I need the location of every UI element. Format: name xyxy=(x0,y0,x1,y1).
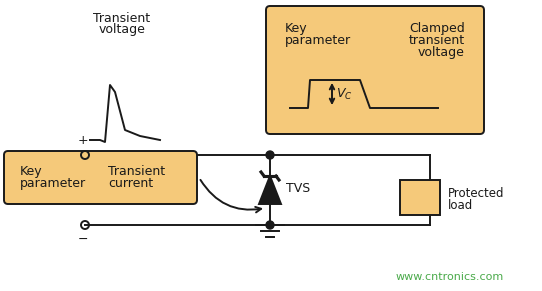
Text: −: − xyxy=(78,233,88,246)
Circle shape xyxy=(266,221,274,229)
Text: current: current xyxy=(108,177,153,190)
Text: Protected: Protected xyxy=(448,187,505,200)
Text: parameter: parameter xyxy=(285,34,351,47)
Text: $V_C$: $V_C$ xyxy=(336,86,353,102)
Text: +: + xyxy=(78,134,88,147)
FancyBboxPatch shape xyxy=(4,151,197,204)
Text: www.cntronics.com: www.cntronics.com xyxy=(396,272,504,282)
Text: Clamped: Clamped xyxy=(409,22,465,35)
Text: voltage: voltage xyxy=(418,46,465,59)
FancyBboxPatch shape xyxy=(266,6,484,134)
Polygon shape xyxy=(259,176,281,204)
Text: Key: Key xyxy=(20,165,43,178)
Text: Transient: Transient xyxy=(108,165,165,178)
Circle shape xyxy=(266,151,274,159)
Text: TVS: TVS xyxy=(286,182,310,194)
Text: transient: transient xyxy=(409,34,465,47)
Text: load: load xyxy=(448,199,473,212)
Text: Transient: Transient xyxy=(93,12,151,25)
Text: Key: Key xyxy=(285,22,308,35)
Text: voltage: voltage xyxy=(99,23,145,36)
Text: parameter: parameter xyxy=(20,177,86,190)
FancyBboxPatch shape xyxy=(400,180,440,215)
